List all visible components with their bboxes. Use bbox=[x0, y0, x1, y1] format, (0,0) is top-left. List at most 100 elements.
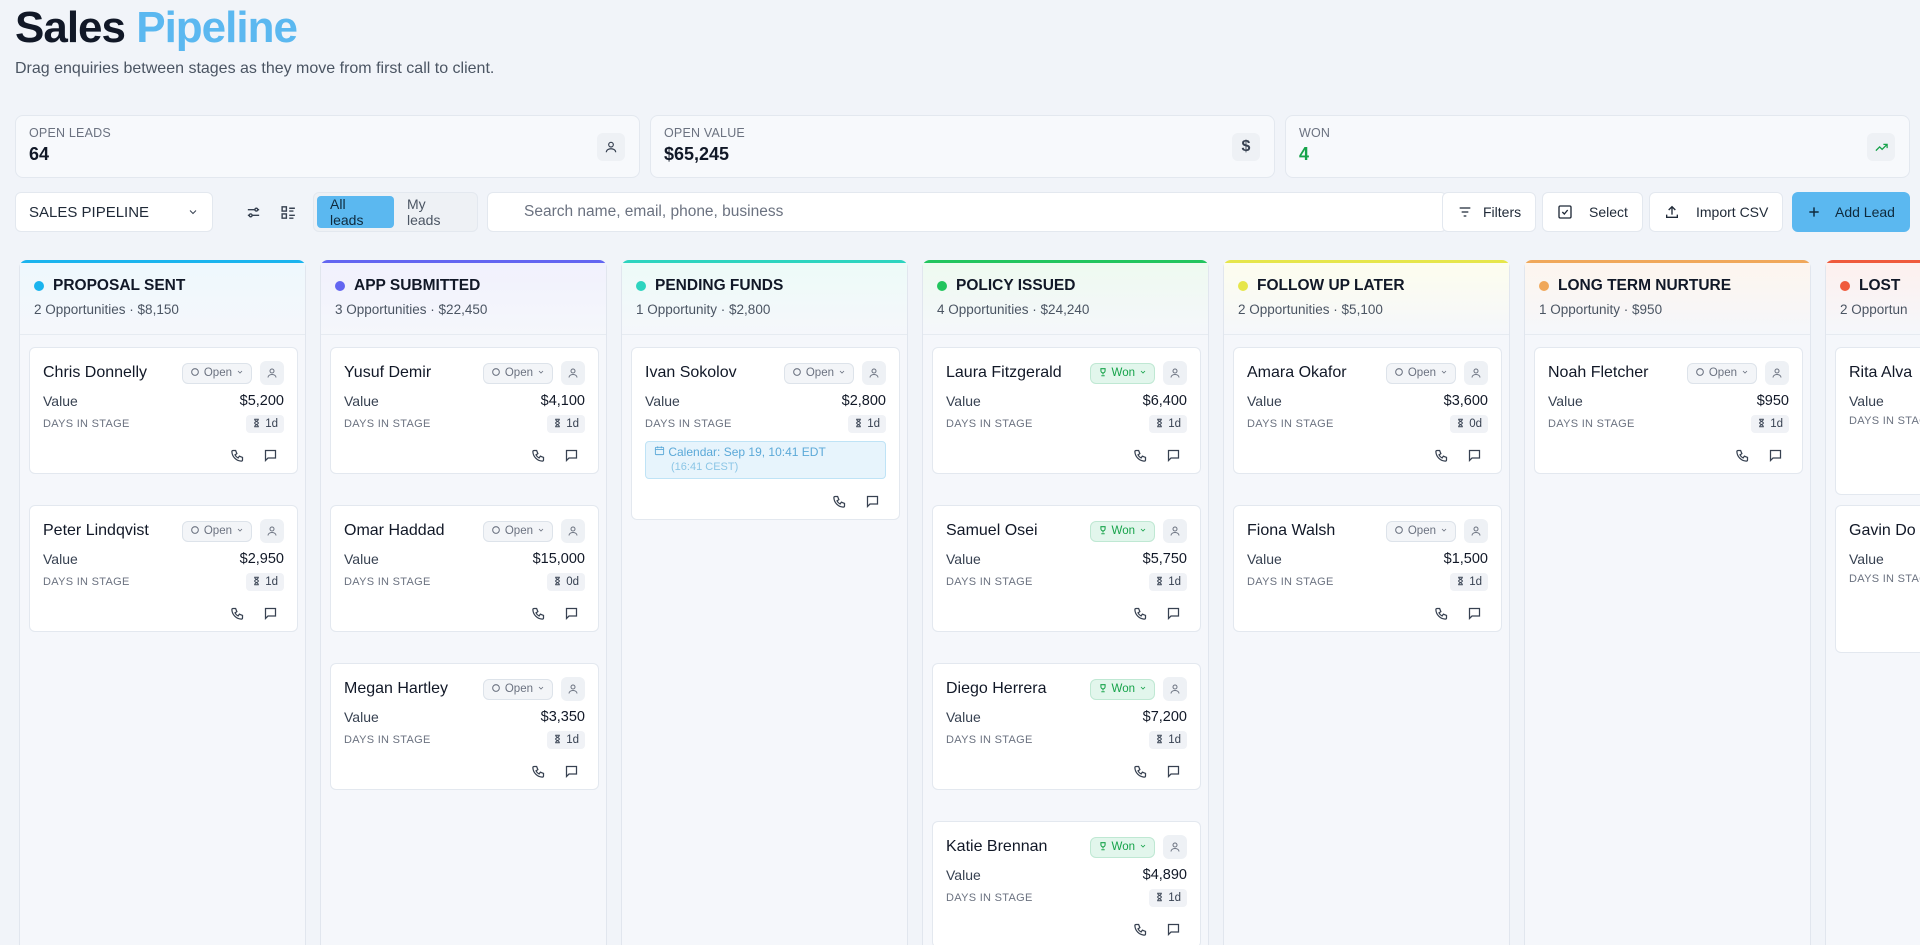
message-icon[interactable] bbox=[1166, 764, 1181, 779]
message-icon[interactable] bbox=[564, 606, 579, 621]
calendar-event[interactable]: Calendar: Sep 19, 10:41 EDT (16:41 CEST) bbox=[645, 441, 886, 479]
status-dropdown[interactable]: Open bbox=[482, 678, 553, 700]
assign-user-icon[interactable] bbox=[561, 519, 585, 543]
phone-icon[interactable] bbox=[230, 448, 245, 463]
message-icon[interactable] bbox=[1166, 448, 1181, 463]
assign-user-icon[interactable] bbox=[561, 677, 585, 701]
status-dropdown[interactable]: Won bbox=[1089, 678, 1155, 700]
lead-card[interactable]: Amara Okafor Open Value $3,600 bbox=[1233, 347, 1502, 474]
phone-icon[interactable] bbox=[1434, 606, 1449, 621]
lead-card[interactable]: Gavin Do Value DAYS IN STAGE bbox=[1835, 505, 1920, 653]
phone-icon[interactable] bbox=[1133, 606, 1148, 621]
assign-user-icon[interactable] bbox=[1163, 519, 1187, 543]
lead-card[interactable]: Yusuf Demir Open Value $4,100 bbox=[330, 347, 599, 474]
lead-card[interactable]: Samuel Osei Won Value $5,750 bbox=[932, 505, 1201, 632]
phone-icon[interactable] bbox=[230, 606, 245, 621]
status-dropdown[interactable]: Won bbox=[1089, 362, 1155, 384]
status-dropdown[interactable]: Open bbox=[482, 362, 553, 384]
lead-card[interactable]: Omar Haddad Open Value $15,000 bbox=[330, 505, 599, 632]
lead-name[interactable]: Peter Lindqvist bbox=[43, 522, 149, 539]
status-dropdown[interactable]: Open bbox=[181, 520, 252, 542]
list-view-icon[interactable] bbox=[273, 197, 303, 227]
lead-name[interactable]: Amara Okafor bbox=[1247, 364, 1347, 381]
status-dropdown[interactable]: Open bbox=[1385, 362, 1456, 384]
status-dropdown[interactable]: Open bbox=[181, 362, 252, 384]
assign-user-icon[interactable] bbox=[1765, 361, 1789, 385]
days-badge: 1d bbox=[1751, 415, 1789, 433]
message-icon[interactable] bbox=[263, 448, 278, 463]
message-icon[interactable] bbox=[564, 448, 579, 463]
lead-name[interactable]: Chris Donnelly bbox=[43, 364, 148, 381]
lead-card[interactable]: Megan Hartley Open Value $3,350 bbox=[330, 663, 599, 790]
lead-card[interactable]: Noah Fletcher Open Value $950 bbox=[1534, 347, 1803, 474]
assign-user-icon[interactable] bbox=[1464, 519, 1488, 543]
message-icon[interactable] bbox=[564, 764, 579, 779]
message-icon[interactable] bbox=[1467, 448, 1482, 463]
column-header: POLICY ISSUED 4 Opportunities · $24,240 bbox=[923, 263, 1208, 335]
message-icon[interactable] bbox=[1166, 922, 1181, 937]
assign-user-icon[interactable] bbox=[1163, 835, 1187, 859]
tab-all-leads[interactable]: All leads bbox=[317, 196, 394, 228]
lead-name[interactable]: Ivan Sokolov bbox=[645, 364, 737, 381]
lead-name[interactable]: Diego Herrera bbox=[946, 680, 1047, 697]
assign-user-icon[interactable] bbox=[260, 519, 284, 543]
lead-card[interactable]: Peter Lindqvist Open Value $2,950 bbox=[29, 505, 298, 632]
assign-user-icon[interactable] bbox=[1464, 361, 1488, 385]
assign-user-icon[interactable] bbox=[1163, 677, 1187, 701]
phone-icon[interactable] bbox=[531, 606, 546, 621]
phone-icon[interactable] bbox=[1133, 764, 1148, 779]
lead-card[interactable]: Diego Herrera Won Value $7,200 bbox=[932, 663, 1201, 790]
days-in-stage-label: DAYS IN STAGE bbox=[1849, 415, 1920, 427]
pipeline-select[interactable]: SALES PIPELINE bbox=[15, 192, 213, 232]
tab-my-leads[interactable]: My leads bbox=[407, 196, 441, 228]
assign-user-icon[interactable] bbox=[1163, 361, 1187, 385]
days-in-stage-label: DAYS IN STAGE bbox=[645, 418, 732, 430]
import-csv-button[interactable]: Import CSV bbox=[1649, 192, 1784, 232]
lead-card[interactable]: Rita Alva Value DAYS IN STAGE bbox=[1835, 347, 1920, 495]
message-icon[interactable] bbox=[865, 494, 880, 509]
message-icon[interactable] bbox=[1467, 606, 1482, 621]
phone-icon[interactable] bbox=[1434, 448, 1449, 463]
filters-button[interactable]: Filters bbox=[1442, 192, 1537, 232]
lead-name[interactable]: Noah Fletcher bbox=[1548, 364, 1649, 381]
phone-icon[interactable] bbox=[1133, 922, 1148, 937]
add-lead-button[interactable]: Add Lead bbox=[1792, 192, 1910, 232]
status-dropdown[interactable]: Won bbox=[1089, 836, 1155, 858]
message-icon[interactable] bbox=[263, 606, 278, 621]
message-icon[interactable] bbox=[1166, 606, 1181, 621]
lead-name[interactable]: Megan Hartley bbox=[344, 680, 449, 697]
lead-card[interactable]: Katie Brennan Won Value $4,890 bbox=[932, 821, 1201, 945]
phone-icon[interactable] bbox=[1735, 448, 1750, 463]
lead-name[interactable]: Yusuf Demir bbox=[344, 364, 432, 381]
status-dropdown[interactable]: Open bbox=[783, 362, 854, 384]
lead-card[interactable]: Chris Donnelly Open Value $5,200 bbox=[29, 347, 298, 474]
phone-icon[interactable] bbox=[531, 764, 546, 779]
lead-name[interactable]: Omar Haddad bbox=[344, 522, 445, 539]
lead-card[interactable]: Laura Fitzgerald Won Value $6,400 bbox=[932, 347, 1201, 474]
sliders-icon[interactable] bbox=[238, 197, 268, 227]
status-label: Won bbox=[1111, 683, 1135, 695]
phone-icon[interactable] bbox=[1133, 448, 1148, 463]
lead-name[interactable]: Laura Fitzgerald bbox=[946, 364, 1062, 381]
lead-name[interactable]: Gavin Do bbox=[1849, 522, 1916, 539]
phone-icon[interactable] bbox=[832, 494, 847, 509]
lead-card[interactable]: Ivan Sokolov Open Value $2,800 bbox=[631, 347, 900, 520]
message-icon[interactable] bbox=[1768, 448, 1783, 463]
days-value: 1d bbox=[566, 418, 579, 430]
lead-name[interactable]: Fiona Walsh bbox=[1247, 522, 1336, 539]
status-dropdown[interactable]: Won bbox=[1089, 520, 1155, 542]
status-dropdown[interactable]: Open bbox=[482, 520, 553, 542]
lead-name[interactable]: Rita Alva bbox=[1849, 364, 1913, 381]
status-dropdown[interactable]: Open bbox=[1385, 520, 1456, 542]
status-dropdown[interactable]: Open bbox=[1686, 362, 1757, 384]
assign-user-icon[interactable] bbox=[561, 361, 585, 385]
assign-user-icon[interactable] bbox=[260, 361, 284, 385]
select-button[interactable]: Select bbox=[1542, 192, 1643, 232]
assign-user-icon[interactable] bbox=[862, 361, 886, 385]
search-input[interactable]: Search name, email, phone, business bbox=[487, 192, 1447, 232]
lead-name[interactable]: Katie Brennan bbox=[946, 838, 1048, 855]
lead-name[interactable]: Samuel Osei bbox=[946, 522, 1038, 539]
phone-icon[interactable] bbox=[531, 448, 546, 463]
days-badge: 1d bbox=[1149, 731, 1187, 749]
lead-card[interactable]: Fiona Walsh Open Value $1,500 bbox=[1233, 505, 1502, 632]
